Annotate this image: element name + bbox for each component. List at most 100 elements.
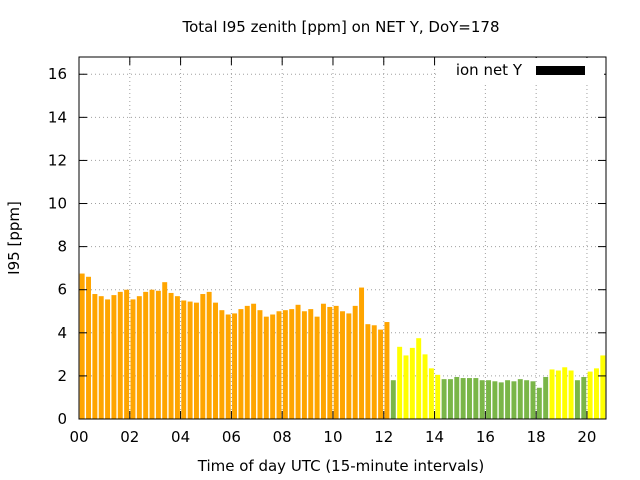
x-tick-label: 02 <box>120 428 139 446</box>
bar <box>346 313 352 419</box>
bar <box>359 287 365 419</box>
bar <box>79 273 85 419</box>
bar <box>479 380 485 419</box>
bar <box>270 314 276 419</box>
bar <box>460 378 466 419</box>
bar <box>352 305 358 419</box>
y-tick-label: 8 <box>57 238 67 256</box>
bar <box>543 376 549 419</box>
bar <box>467 378 472 419</box>
bar <box>289 309 295 419</box>
x-tick-label: 12 <box>374 428 393 446</box>
bar <box>390 380 396 419</box>
y-tick-label: 12 <box>48 151 67 169</box>
x-tick-label: 08 <box>273 428 292 446</box>
bar <box>98 296 104 419</box>
bar <box>225 314 231 419</box>
bar <box>200 294 206 419</box>
bar <box>581 376 587 419</box>
x-tick-label: 10 <box>323 428 342 446</box>
bar <box>340 311 345 419</box>
bar <box>117 291 123 419</box>
bar <box>295 304 301 419</box>
plot-frame <box>78 56 607 420</box>
bar <box>251 303 257 419</box>
bar <box>587 371 593 419</box>
bar <box>549 369 555 419</box>
bar <box>524 380 530 419</box>
legend: ion net Y <box>436 58 604 84</box>
bar <box>130 299 136 419</box>
bar <box>384 322 390 419</box>
bar <box>397 346 403 419</box>
x-tick-label: 16 <box>476 428 495 446</box>
bar <box>162 282 168 419</box>
x-tick-label: 14 <box>425 428 444 446</box>
bar <box>86 276 92 419</box>
bar <box>219 310 225 419</box>
y-tick-label: 6 <box>57 281 67 299</box>
bar <box>263 316 269 419</box>
legend-label: ion net Y <box>456 61 523 79</box>
bar <box>105 299 111 419</box>
bar <box>314 316 320 419</box>
bar <box>428 368 434 419</box>
x-tick-label: 20 <box>577 428 596 446</box>
legend-swatch <box>536 66 585 75</box>
bar <box>416 338 422 419</box>
bar <box>187 301 193 419</box>
chart-title: Total I95 zenith [ppm] on NET Y, DoY=178 <box>181 18 499 36</box>
x-tick-label: 06 <box>222 428 241 446</box>
bar <box>492 381 498 419</box>
y-tick-label: 10 <box>48 195 67 213</box>
bar <box>441 379 447 419</box>
bar <box>505 380 511 419</box>
bar <box>454 376 460 419</box>
bar <box>136 296 142 419</box>
x-tick-label: 04 <box>171 428 190 446</box>
bar <box>409 347 415 419</box>
bar <box>378 329 384 419</box>
bar <box>486 380 492 419</box>
y-tick-label: 0 <box>57 410 67 428</box>
bar <box>244 305 250 419</box>
bar <box>181 300 187 419</box>
y-tick-label: 16 <box>48 65 67 83</box>
bar <box>92 294 98 419</box>
bar <box>232 313 238 419</box>
bar <box>422 354 428 419</box>
bar <box>320 303 326 419</box>
bar <box>149 289 155 419</box>
bar <box>435 374 441 419</box>
bar <box>530 381 536 419</box>
bar <box>562 367 568 419</box>
bar <box>168 292 174 419</box>
bars <box>79 273 606 419</box>
bar <box>327 306 333 419</box>
bar <box>447 379 453 419</box>
bar <box>498 382 504 419</box>
bar <box>308 309 314 419</box>
y-tick-label: 14 <box>48 108 67 126</box>
x-tick-label: 00 <box>69 428 88 446</box>
gridlines <box>79 57 606 419</box>
bar <box>193 302 199 419</box>
bar <box>511 381 517 419</box>
bar <box>371 325 377 419</box>
bar <box>593 368 599 419</box>
bar <box>238 309 244 419</box>
bar <box>282 310 288 419</box>
bar <box>555 370 561 419</box>
bar <box>517 379 523 419</box>
bar <box>111 295 117 419</box>
bar <box>155 290 161 419</box>
bar <box>206 291 212 419</box>
y-tick-label: 2 <box>57 367 67 385</box>
bar <box>143 291 149 419</box>
bar <box>365 324 371 419</box>
bar <box>124 289 130 419</box>
bar <box>257 310 263 419</box>
bar <box>568 370 574 419</box>
